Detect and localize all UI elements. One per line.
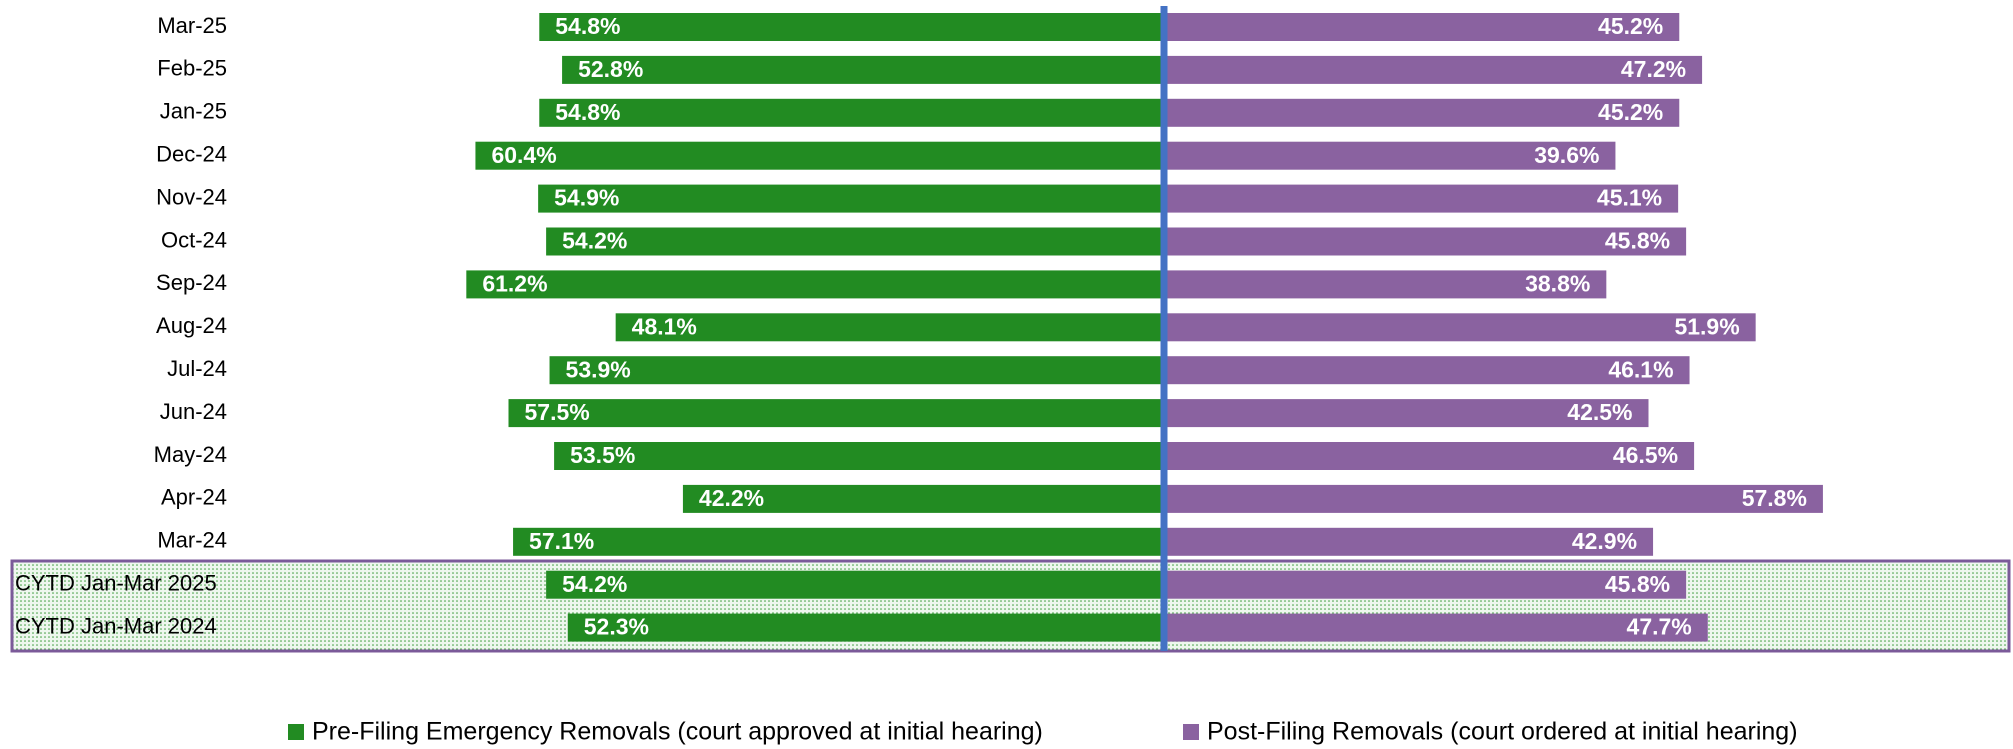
bar [1164, 527, 1654, 556]
value-label: 46.5% [1613, 442, 1678, 468]
bar [475, 141, 1164, 170]
legend-label: Post-Filing Removals (court ordered at i… [1207, 718, 1798, 746]
bar [539, 13, 1164, 41]
value-label: 53.5% [570, 442, 635, 468]
value-label: 54.2% [562, 228, 627, 254]
legend-swatch [1183, 724, 1199, 740]
bar [1164, 570, 1687, 599]
bar [539, 98, 1164, 127]
value-label: 60.4% [491, 142, 556, 168]
value-label: 45.2% [1598, 13, 1663, 39]
category-label: Mar-24 [157, 528, 227, 553]
bar [554, 442, 1164, 470]
bar [1164, 313, 1756, 342]
bar [549, 356, 1164, 385]
value-label: 42.2% [699, 485, 764, 511]
plot: Mar-25 54.8% 45.2% Feb-25 52.8% 47.2% Jan-25 54… [15, 13, 1823, 642]
bar [1164, 55, 1703, 84]
value-label: 42.5% [1567, 399, 1632, 425]
bar [1164, 227, 1687, 256]
bar [1164, 484, 1823, 513]
legend-label: Pre-Filing Emergency Removals (court app… [312, 718, 1043, 746]
bar [562, 55, 1164, 84]
bar [1164, 98, 1680, 127]
value-label: 57.5% [525, 399, 590, 425]
bar [546, 570, 1164, 599]
value-label: 51.9% [1674, 313, 1739, 339]
legend: Pre-Filing Emergency Removals (court app… [288, 718, 1798, 746]
value-label: 54.8% [555, 13, 620, 39]
value-label: 46.1% [1608, 356, 1673, 382]
value-label: 45.2% [1598, 99, 1663, 125]
legend-swatch [288, 724, 304, 740]
value-label: 57.1% [529, 528, 594, 554]
bar [513, 527, 1164, 556]
category-label: Dec-24 [156, 142, 227, 167]
value-label: 52.8% [578, 56, 643, 82]
bar [615, 313, 1164, 342]
bar [1164, 270, 1607, 299]
value-label: 57.8% [1742, 485, 1807, 511]
value-label: 54.2% [562, 571, 627, 597]
value-label: 53.9% [566, 356, 631, 382]
value-label: 54.8% [555, 99, 620, 125]
bar [1164, 399, 1649, 428]
bar [1164, 13, 1680, 41]
bar [466, 270, 1164, 299]
value-label: 42.9% [1572, 528, 1637, 554]
category-label: May-24 [154, 442, 227, 467]
bar [682, 484, 1164, 513]
value-label: 45.8% [1605, 228, 1670, 254]
bar [1164, 442, 1695, 470]
bar [538, 184, 1164, 213]
category-label: Jun-24 [160, 399, 227, 424]
value-label: 48.1% [632, 313, 697, 339]
category-label: Feb-25 [157, 56, 227, 81]
bar [567, 613, 1164, 642]
value-label: 52.3% [584, 614, 649, 640]
value-label: 61.2% [482, 270, 547, 296]
category-label: Aug-24 [156, 313, 227, 338]
bar [1164, 613, 1708, 642]
value-label: 47.2% [1621, 56, 1686, 82]
value-label: 54.9% [554, 185, 619, 211]
category-label: Mar-25 [157, 13, 227, 38]
category-label: CYTD Jan-Mar 2024 [15, 613, 217, 638]
category-label: Nov-24 [156, 184, 227, 209]
category-label: Apr-24 [161, 485, 227, 510]
value-label: 39.6% [1534, 142, 1599, 168]
category-label: Jan-25 [160, 99, 227, 124]
bar [1164, 356, 1690, 385]
bar [1164, 141, 1616, 170]
value-label: 45.1% [1597, 185, 1662, 211]
category-label: CYTD Jan-Mar 2025 [15, 571, 217, 596]
category-label: Sep-24 [156, 270, 227, 295]
bar [508, 399, 1164, 428]
value-label: 38.8% [1525, 270, 1590, 296]
value-label: 47.7% [1627, 614, 1692, 640]
category-label: Oct-24 [161, 227, 227, 252]
category-label: Jul-24 [167, 356, 227, 381]
bar [1164, 184, 1679, 213]
value-label: 45.8% [1605, 571, 1670, 597]
bar [546, 227, 1164, 256]
